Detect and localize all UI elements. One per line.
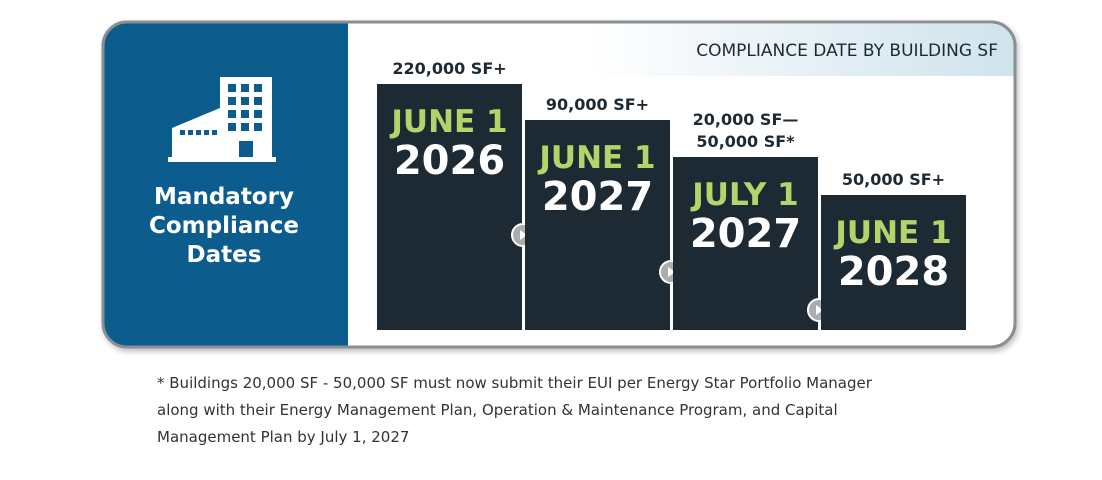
- sidebar-title: Compliance: [149, 213, 299, 239]
- step-date: JUNE 1: [537, 140, 655, 176]
- building-icon: [168, 77, 276, 162]
- step-box: [821, 195, 966, 330]
- step-year: 2027: [542, 174, 653, 220]
- footnote: along with their Energy Management Plan,…: [157, 401, 838, 419]
- sidebar-title: Mandatory: [154, 184, 294, 210]
- sidebar-title: Dates: [187, 242, 262, 268]
- step-box: [525, 120, 670, 330]
- step-box: [673, 157, 818, 330]
- step-date: JULY 1: [690, 177, 798, 213]
- header-title: COMPLIANCE DATE BY BUILDING SF: [696, 41, 998, 61]
- step-size: 50,000 SF*: [696, 132, 795, 151]
- step-size: 90,000 SF+: [546, 95, 649, 114]
- step-size: 20,000 SF—: [693, 110, 799, 129]
- step-date: JUNE 1: [833, 215, 951, 251]
- header-bar: [590, 24, 1015, 76]
- footnote: * Buildings 20,000 SF - 50,000 SF must n…: [157, 374, 873, 392]
- step-year: 2028: [838, 249, 949, 295]
- step-size: 50,000 SF+: [842, 170, 945, 189]
- sidebar: [103, 22, 348, 347]
- step-size: 220,000 SF+: [392, 59, 506, 78]
- step-date: JUNE 1: [389, 104, 507, 140]
- step-arrow-head: [520, 230, 527, 240]
- step-arrow-head: [668, 267, 675, 277]
- card-border: [101, 20, 1017, 349]
- footnote: Management Plan by July 1, 2027: [157, 428, 409, 446]
- step-arrow-head: [816, 305, 823, 315]
- step-box: [377, 84, 522, 330]
- step-year: 2027: [690, 211, 801, 257]
- step-year: 2026: [394, 138, 505, 184]
